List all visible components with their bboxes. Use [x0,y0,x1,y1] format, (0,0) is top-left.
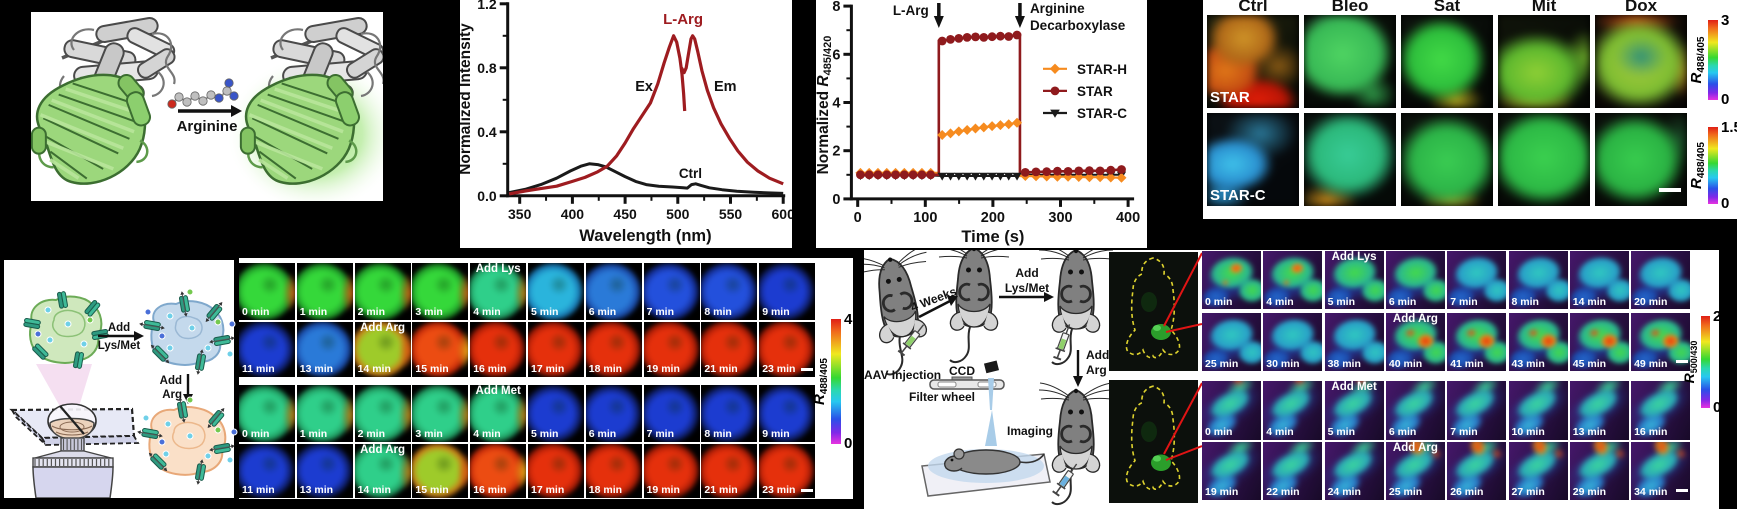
svg-text:100: 100 [913,210,937,226]
svg-text:1.2: 1.2 [477,0,497,12]
svg-text:R488/405: R488/405 [1688,36,1706,83]
svg-text:Filter wheel: Filter wheel [909,390,975,404]
svg-text:CCD: CCD [949,364,975,378]
svg-text:2: 2 [832,144,840,160]
svg-text:Arg: Arg [1086,363,1107,377]
svg-text:Add: Add [108,322,130,334]
svg-text:R488/405: R488/405 [1688,142,1706,189]
svg-text:Normalized Intensity: Normalized Intensity [460,23,474,175]
svg-text:6: 6 [832,47,840,63]
svg-text:Lys/Met: Lys/Met [98,340,141,352]
svg-text:0.8: 0.8 [477,60,497,76]
svg-text:Add: Add [160,375,182,387]
svg-text:STAR: STAR [1077,84,1113,99]
svg-text:0: 0 [832,192,840,208]
svg-text:Arg: Arg [162,389,182,401]
svg-text:400: 400 [1116,210,1140,226]
svg-text:Normalized R485/420: Normalized R485/420 [816,36,834,175]
svg-text:Wavelength (nm): Wavelength (nm) [579,227,711,245]
svg-text:Add: Add [1015,266,1038,280]
svg-text:STAR-H: STAR-H [1077,62,1127,77]
svg-text:350: 350 [508,206,532,222]
svg-text:600: 600 [772,206,792,222]
svg-text:Time (s): Time (s) [961,228,1024,246]
svg-text:R500/430: R500/430 [1681,341,1699,384]
svg-text:4: 4 [832,96,840,112]
svg-text:L-Arg: L-Arg [893,3,929,18]
svg-text:400: 400 [561,206,585,222]
svg-text:Add: Add [1086,348,1109,362]
svg-text:Ex: Ex [635,79,653,95]
svg-text:550: 550 [719,206,743,222]
svg-text:Decarboxylase: Decarboxylase [1030,18,1126,33]
svg-text:0.0: 0.0 [477,188,497,204]
svg-text:Arginine: Arginine [177,118,238,135]
svg-text:0: 0 [854,210,862,226]
svg-text:Imaging: Imaging [1007,424,1053,438]
svg-text:Ctrl: Ctrl [679,166,702,181]
svg-text:AAV Injection: AAV Injection [864,368,941,382]
svg-text:200: 200 [981,210,1005,226]
svg-text:Em: Em [714,79,737,95]
svg-text:Arginine: Arginine [1030,1,1085,16]
svg-text:450: 450 [613,206,637,222]
svg-text:0.4: 0.4 [477,124,497,140]
svg-text:L-Arg: L-Arg [663,11,703,28]
svg-text:500: 500 [666,206,690,222]
svg-text:STAR-C: STAR-C [1077,106,1127,121]
svg-text:R488/405: R488/405 [811,358,829,405]
svg-text:Lys/Met: Lys/Met [1005,281,1049,295]
svg-text:300: 300 [1048,210,1072,226]
svg-text:8: 8 [832,0,840,15]
